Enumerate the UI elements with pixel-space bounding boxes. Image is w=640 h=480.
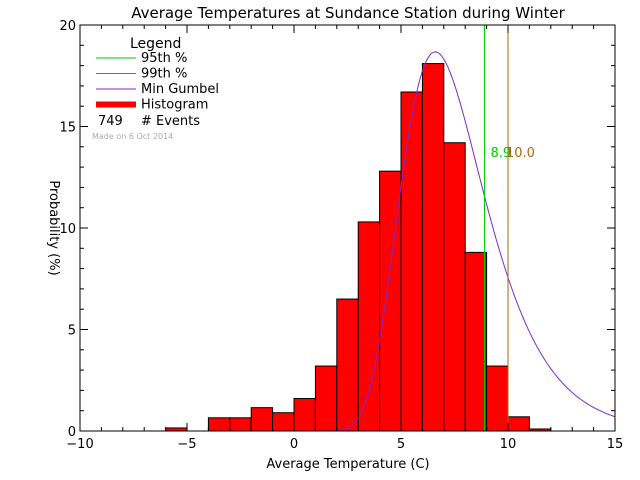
histogram-bar (336, 298, 359, 432)
x-axis-ticks: −10 −5 0 5 10 15 (66, 25, 623, 452)
histogram-bar (421, 63, 445, 432)
chart-title: Average Temperatures at Sundance Station… (131, 4, 565, 22)
x-tick-label: −5 (177, 437, 196, 452)
histogram-bars (165, 63, 552, 432)
legend-title: Legend (130, 36, 181, 52)
histogram-bar (207, 417, 231, 432)
y-tick-label: 0 (68, 425, 76, 440)
y-tick-label: 20 (59, 19, 76, 34)
percentile-label: 10.0 (506, 146, 535, 161)
y-tick-label: 15 (59, 121, 76, 136)
legend-entry-label: 99th % (141, 67, 187, 82)
x-axis-label: Average Temperature (C) (266, 457, 429, 472)
histogram-bar (314, 365, 338, 432)
legend-events-count: 749 (98, 114, 123, 129)
histogram-bar (400, 91, 423, 432)
y-tick-label: 5 (68, 324, 76, 339)
y-tick-label: 10 (59, 222, 76, 237)
percentile-lines: 8.910.0 (483, 25, 535, 431)
legend-entry-label: 95th % (141, 51, 187, 66)
histogram-bar (250, 407, 274, 432)
x-tick-label: −10 (66, 437, 93, 452)
legend-events-label: # Events (141, 114, 200, 129)
y-axis-label: Probability (%) (46, 180, 61, 275)
histogram-bar (507, 416, 530, 432)
percentile-label: 8.9 (490, 146, 511, 161)
histogram-bar (443, 142, 466, 432)
histogram-bar (486, 365, 509, 432)
y-axis-ticks: 0 5 10 15 20 (59, 19, 615, 440)
x-tick-label: 0 (290, 437, 298, 452)
histogram-bar (272, 412, 295, 432)
histogram-bar (357, 221, 381, 432)
x-tick-label: 10 (500, 437, 517, 452)
histogram-bar (293, 398, 316, 432)
x-tick-label: 15 (607, 437, 624, 452)
x-tick-label: 5 (397, 437, 405, 452)
legend-entry-label: Histogram (141, 98, 208, 113)
histogram-bar (464, 251, 488, 432)
legend-entry-label: Min Gumbel (141, 82, 219, 97)
made-on-label: Made on 6 Oct 2014 (92, 132, 173, 141)
histogram-bar (229, 417, 252, 432)
